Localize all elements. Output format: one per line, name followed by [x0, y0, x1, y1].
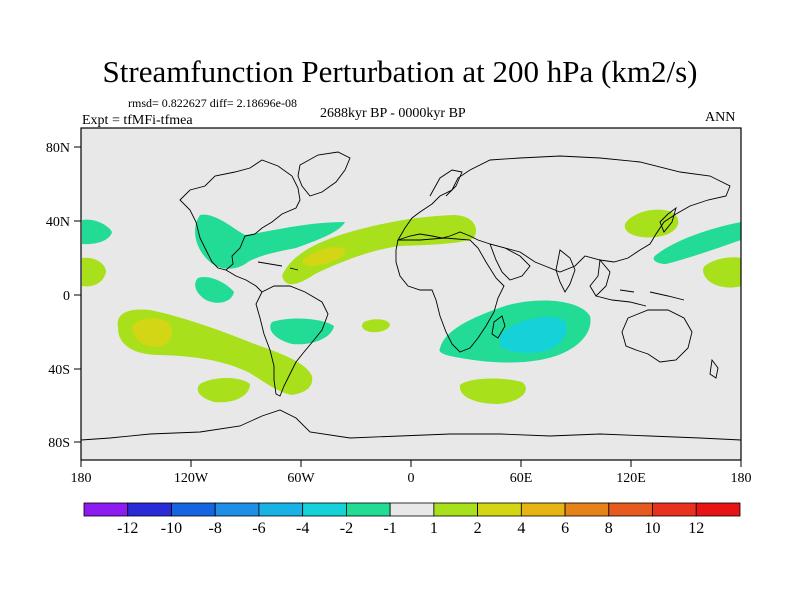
stats-label: rmsd= 0.822627 diff= 2.18696e-08 — [128, 96, 297, 110]
colorbar-swatch — [345, 502, 391, 517]
coast-antarctica — [81, 409, 741, 441]
colorbar-label: 1 — [430, 520, 438, 537]
x-tick-label: 120W — [174, 471, 209, 486]
coast-caribbean-islands — [257, 261, 299, 271]
colorbar-swatch — [83, 502, 129, 517]
coast-japan — [659, 206, 677, 233]
anomaly-west-pacific-positive — [703, 257, 741, 288]
colorbar-label: -2 — [340, 520, 353, 537]
y-tick-label: 80N — [46, 141, 70, 156]
coast-north-america — [179, 159, 301, 271]
x-tick-label: 180 — [71, 471, 92, 486]
colorbar-swatch — [258, 502, 304, 517]
colorbar-label: -8 — [209, 520, 222, 537]
colorbar-label: -12 — [117, 520, 138, 537]
anomaly-caribbean-negative — [195, 276, 234, 303]
colorbar-swatch — [127, 502, 172, 517]
coast-arabia — [489, 243, 531, 281]
anomaly-atlantic-positive-belt — [282, 215, 476, 285]
colorbar-label: -1 — [383, 520, 396, 537]
plot-title: Streamfunction Perturbation at 200 hPa (… — [102, 54, 698, 89]
colorbar-labels: -12 -10 -8 -6 -4 -2 -1 1 2 4 6 8 10 12 — [117, 520, 704, 537]
colorbar-label: 8 — [605, 520, 613, 537]
colorbar-swatch — [520, 502, 566, 517]
coast-greenland — [297, 151, 351, 197]
coast-eurasia — [397, 155, 731, 273]
axis-ticks — [74, 146, 742, 467]
axis-labels: 80N 40N 0 40S 80S 180 120W 60W 0 60E 120… — [46, 141, 752, 486]
colorbar-swatch — [695, 502, 741, 517]
colorbar-swatch — [477, 502, 522, 517]
experiment-label: Expt = tfMFi-tfmea — [82, 113, 193, 128]
colorbar-label: 12 — [688, 520, 704, 537]
colorbar-swatch — [302, 502, 347, 517]
y-tick-label: 40N — [46, 215, 70, 230]
anomaly-south-atlantic-negative — [270, 318, 334, 345]
x-tick-label: 60E — [510, 471, 533, 486]
x-tick-label: 60W — [287, 471, 315, 486]
colorbar-label: 2 — [474, 520, 482, 537]
coast-new-zealand — [709, 358, 719, 379]
colorbar-label: -10 — [161, 520, 182, 537]
colorbar-swatch — [214, 502, 260, 517]
anomaly-southern-ocean-pacific-positive — [197, 378, 250, 403]
colorbar-label: -4 — [296, 520, 309, 537]
coast-australia — [621, 309, 693, 363]
colorbar-label: 6 — [561, 520, 569, 537]
map-background — [81, 128, 741, 460]
x-tick-label: 120E — [616, 471, 646, 486]
colorbar-swatch — [433, 502, 479, 517]
coast-indonesia — [595, 289, 685, 307]
coast-madagascar — [491, 315, 506, 339]
anomaly-pacific-east-positive — [82, 257, 106, 287]
anomaly-mid-atlantic-positive — [362, 319, 390, 333]
period-label: 2688kyr BP - 0000kyr BP — [320, 106, 466, 121]
coast-africa — [395, 237, 505, 353]
colorbar-swatch — [652, 502, 697, 517]
anomaly-north-pacific-negative — [653, 222, 741, 264]
coastlines — [81, 151, 741, 441]
anomaly-atlantic-positive-core — [302, 247, 346, 266]
x-tick-label: 180 — [731, 471, 752, 486]
colorbar-swatch — [564, 502, 610, 517]
anomaly-south-pacific-core — [132, 317, 173, 348]
colorbar-label: -6 — [252, 520, 265, 537]
coast-south-america — [255, 285, 329, 397]
coast-india — [555, 249, 576, 293]
y-tick-label: 40S — [48, 363, 70, 378]
colorbar-label: 4 — [517, 520, 525, 537]
coast-central-america — [225, 269, 263, 293]
colorbar-swatch — [608, 502, 653, 517]
colorbar-swatch — [389, 502, 435, 517]
coast-scandinavia — [429, 169, 463, 197]
y-tick-label: 80S — [48, 436, 70, 451]
season-label: ANN — [705, 110, 736, 125]
anomaly-southern-ocean-indian-positive — [459, 378, 526, 404]
x-tick-label: 0 — [408, 471, 415, 486]
colorbar — [83, 502, 741, 517]
y-tick-label: 0 — [63, 289, 70, 304]
colorbar-swatch — [171, 502, 216, 517]
anomaly-south-indian-core — [500, 316, 567, 353]
anomaly-western-atlantic-negative — [82, 219, 112, 245]
colorbar-label: 10 — [645, 520, 661, 537]
